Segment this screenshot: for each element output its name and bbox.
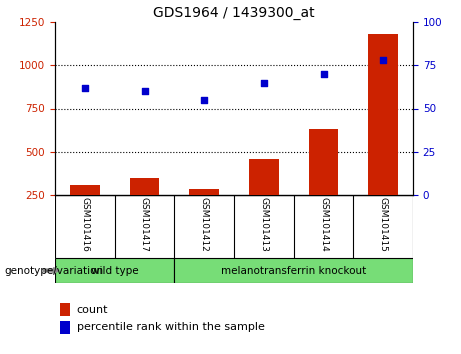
Title: GDS1964 / 1439300_at: GDS1964 / 1439300_at [153, 6, 315, 19]
Point [260, 80, 267, 85]
Bar [189, 189, 219, 238]
Text: genotype/variation: genotype/variation [5, 266, 104, 275]
Bar [130, 178, 160, 238]
Point [201, 97, 208, 103]
Text: GSM101414: GSM101414 [319, 197, 328, 252]
Text: GSM101415: GSM101415 [378, 197, 388, 252]
Bar [308, 129, 338, 238]
Text: count: count [77, 304, 108, 315]
Point [81, 85, 89, 91]
Text: percentile rank within the sample: percentile rank within the sample [77, 322, 265, 332]
Point [320, 71, 327, 77]
Bar [55, 258, 174, 283]
Point [379, 57, 387, 63]
Text: melanotransferrin knockout: melanotransferrin knockout [221, 266, 366, 275]
Text: wild type: wild type [91, 266, 138, 275]
Bar [249, 159, 279, 238]
Text: GSM101412: GSM101412 [200, 197, 209, 252]
Bar [368, 34, 398, 238]
Text: GSM101417: GSM101417 [140, 197, 149, 252]
Text: GSM101416: GSM101416 [80, 197, 89, 252]
Bar [70, 185, 100, 238]
Point [141, 88, 148, 94]
Bar [174, 258, 413, 283]
Text: GSM101413: GSM101413 [260, 197, 268, 252]
